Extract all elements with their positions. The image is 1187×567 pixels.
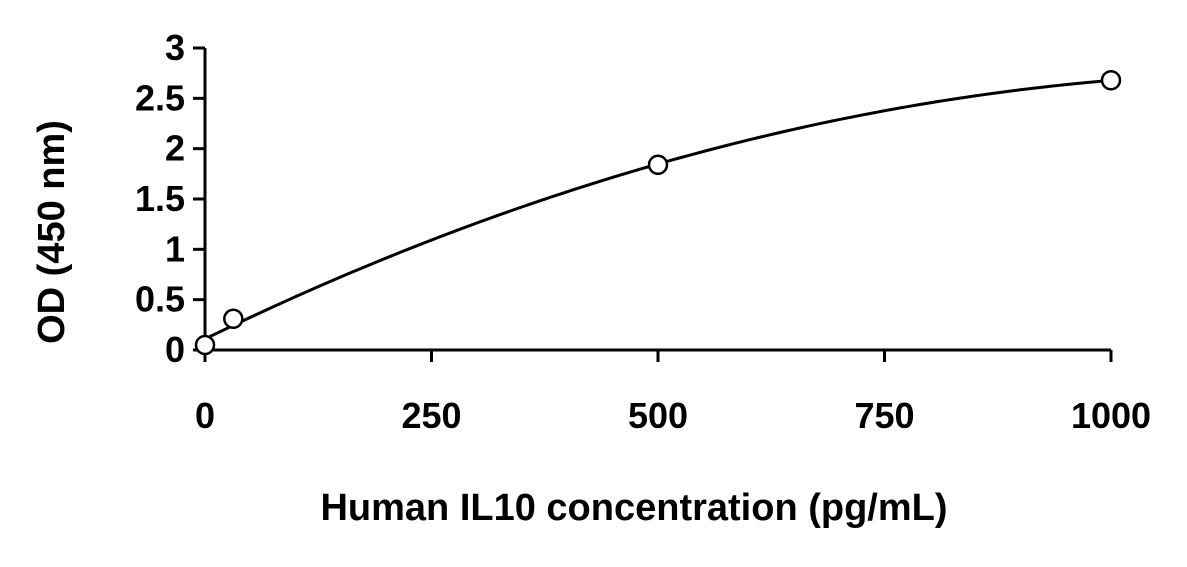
y-tick-label: 1.5: [135, 178, 185, 219]
data-points: [194, 69, 1122, 356]
y-tick-label: 0: [165, 329, 185, 370]
ticks: 0 0.5 1 1.5 2 2.5 3 0 250 500 750 1000: [135, 27, 1151, 436]
x-axis-title: Human IL10 concentration (pg/mL): [320, 487, 947, 529]
y-tick-label: 1: [165, 228, 185, 269]
data-point: [194, 334, 216, 356]
x-tick-label: 250: [401, 395, 461, 436]
fit-curve: [204, 78, 1112, 341]
y-tick-label: 2.5: [135, 77, 185, 118]
x-tick-label: 500: [628, 395, 688, 436]
axes: [203, 48, 1111, 352]
x-tick-label: 1000: [1071, 395, 1151, 436]
y-tick-label: 2: [165, 128, 185, 169]
x-tick-label: 0: [195, 395, 215, 436]
x-tick-label: 750: [854, 395, 914, 436]
y-tick-label: 0.5: [135, 279, 185, 320]
y-axis-title: OD (450 nm): [31, 120, 73, 344]
data-point: [223, 308, 244, 330]
data-point: [647, 154, 669, 176]
fit-curve-layer: [204, 78, 1112, 341]
data-point: [1100, 69, 1122, 91]
y-tick-label: 3: [165, 27, 185, 68]
